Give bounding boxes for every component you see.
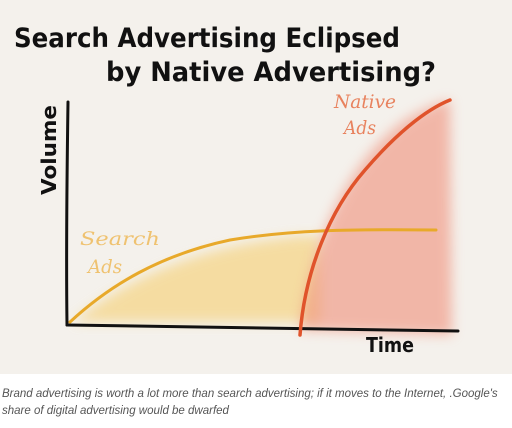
y-axis-label: Volume (37, 105, 61, 195)
title-line-2: by Native Advertising? (106, 57, 436, 88)
x-axis-label: Time (366, 333, 414, 357)
native-ads-label-line-2: Ads (342, 117, 376, 139)
native-ads-area (300, 100, 452, 335)
search-ads-label-line-2: Ads (86, 256, 122, 278)
x-axis (65, 323, 460, 333)
y-axis (65, 100, 70, 327)
search-ads-line (68, 228, 438, 324)
title-line-1: Search Advertising Eclipsed (14, 23, 400, 54)
native-ads-line (298, 98, 452, 337)
native-ads-label-line-1: Native (333, 91, 396, 113)
sketch-panel: Search Advertising Eclipsed by Native Ad… (0, 0, 512, 374)
figure-caption: Brand advertising is worth a lot more th… (2, 388, 498, 417)
search-ads-area (75, 236, 320, 322)
search-ads-label-line-1: Search (80, 228, 160, 250)
sketch-svg: Search Advertising Eclipsed by Native Ad… (0, 0, 512, 374)
